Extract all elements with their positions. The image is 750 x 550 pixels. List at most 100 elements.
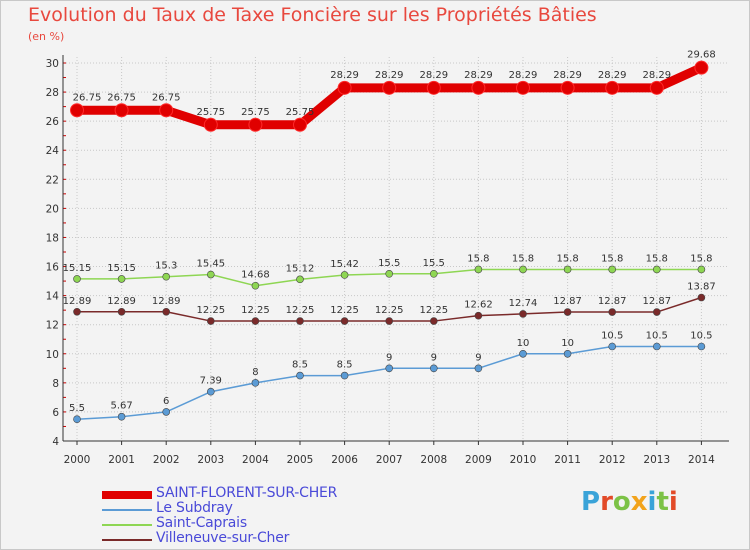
data-label: 7.39 [200, 376, 222, 387]
data-point [117, 307, 126, 316]
x-tick-label: 2002 [153, 454, 180, 466]
data-point [697, 265, 706, 274]
data-point [340, 317, 349, 325]
data-label: 15.12 [286, 263, 315, 274]
data-label: 15.5 [423, 258, 445, 269]
logo-letter: t [656, 487, 669, 517]
data-label: 15.8 [646, 253, 668, 264]
data-label: 10 [517, 338, 530, 349]
y-tick-label: 28 [46, 87, 59, 99]
logo-letter: r [600, 487, 613, 517]
data-label: 12.87 [642, 296, 671, 307]
data-point [608, 265, 617, 274]
data-point [248, 117, 263, 132]
x-tick-label: 2008 [420, 454, 447, 466]
data-label: 15.8 [601, 253, 623, 264]
logo-letter: o [612, 487, 631, 517]
data-label: 28.29 [509, 70, 538, 81]
data-label: 15.3 [155, 261, 177, 272]
data-point [73, 275, 81, 283]
data-label: 29.68 [687, 50, 716, 61]
x-tick-label: 2001 [108, 454, 135, 466]
data-point [471, 80, 486, 95]
data-label: 12.89 [63, 296, 92, 307]
logo-letter: x [630, 487, 648, 517]
data-label: 8 [252, 367, 258, 378]
data-label: 28.29 [464, 70, 493, 81]
data-point [563, 265, 572, 274]
data-label: 12.25 [375, 305, 404, 316]
data-point [207, 270, 215, 279]
y-tick-label: 16 [46, 262, 60, 274]
data-point [697, 293, 706, 302]
y-tick-label: 12 [46, 320, 59, 332]
data-label: 15.5 [378, 258, 400, 269]
legend-label: Saint-Caprais [156, 515, 247, 531]
data-label: 28.29 [642, 70, 671, 81]
data-point [385, 270, 394, 278]
data-point [652, 265, 661, 274]
logo-letter: P [581, 487, 601, 517]
data-label: 9 [431, 352, 437, 363]
data-label: 14.68 [241, 270, 270, 281]
data-point [337, 80, 352, 95]
data-label: 12.87 [553, 296, 582, 307]
logo-letter: i [647, 487, 657, 517]
legend-swatch [102, 509, 152, 511]
data-point [385, 364, 394, 373]
x-tick-label: 2010 [510, 454, 537, 466]
legend-item: Saint-Caprais [102, 515, 402, 532]
data-point [694, 60, 709, 75]
data-point [251, 379, 260, 387]
data-point [203, 117, 218, 132]
x-tick-label: 2014 [688, 454, 715, 466]
data-label: 15.8 [690, 253, 712, 264]
data-label: 8.5 [292, 360, 308, 371]
data-point [652, 308, 661, 316]
data-label: 15.8 [556, 253, 578, 264]
data-label: 28.29 [598, 70, 627, 81]
data-label: 10 [561, 338, 574, 349]
data-label: 10.5 [646, 331, 668, 342]
logo-letter: i [668, 487, 678, 517]
data-point [293, 117, 307, 132]
legend-swatch [102, 524, 152, 526]
data-point [296, 317, 304, 325]
x-tick-label: 2000 [64, 454, 91, 466]
data-point [697, 342, 706, 351]
data-label: 28.29 [375, 70, 404, 81]
data-label: 15.15 [63, 263, 92, 274]
data-label: 6 [163, 396, 169, 407]
data-label: 26.75 [73, 92, 102, 103]
data-point [429, 317, 438, 325]
data-point [474, 265, 483, 274]
data-point [608, 308, 617, 316]
data-label: 12.62 [464, 300, 493, 311]
data-label: 25.75 [241, 107, 270, 118]
data-point [563, 308, 572, 316]
data-point [340, 271, 349, 279]
data-label: 9 [475, 352, 481, 363]
data-point [73, 415, 81, 423]
data-point [385, 317, 394, 325]
data-point [474, 311, 483, 320]
chart-unit-label: (en %) [28, 30, 65, 43]
x-tick-label: 2007 [376, 454, 403, 466]
legend-item: Villeneuve-sur-Cher [102, 530, 402, 547]
data-label: 26.75 [152, 92, 181, 103]
data-point [474, 364, 483, 373]
data-point [340, 371, 349, 380]
y-tick-label: 10 [46, 349, 59, 361]
y-tick-label: 4 [52, 436, 59, 448]
data-label: 25.75 [196, 107, 225, 118]
data-label: 10.5 [690, 331, 712, 342]
legend-item: SAINT-FLORENT-SUR-CHER [102, 485, 402, 502]
data-label: 12.89 [107, 296, 136, 307]
data-label: 8.5 [337, 360, 353, 371]
data-label: 5.5 [69, 403, 85, 414]
data-label: 12.25 [330, 305, 359, 316]
data-label: 12.25 [286, 305, 315, 316]
data-label: 12.25 [241, 305, 270, 316]
y-tick-label: 18 [46, 232, 59, 244]
